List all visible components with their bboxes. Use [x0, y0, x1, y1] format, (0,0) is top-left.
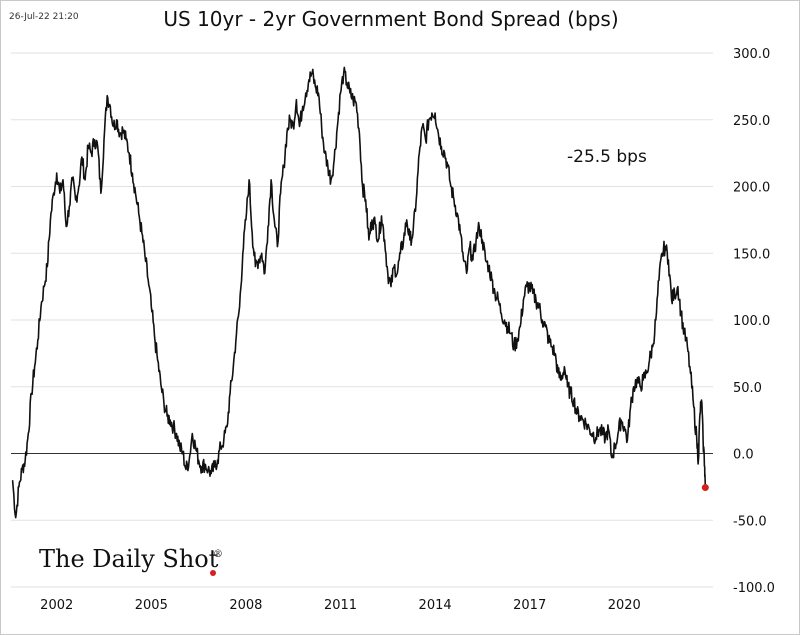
- y-tick-label: 200.0: [733, 181, 770, 196]
- x-tick-label: 2020: [608, 598, 641, 613]
- y-tick-label: 50.0: [733, 381, 762, 396]
- annotation-label: -25.5 bps: [567, 147, 647, 167]
- series-layer: [11, 66, 709, 519]
- x-tick-label: 2008: [229, 598, 262, 613]
- x-tick-label: 2005: [135, 598, 168, 613]
- y-tick-label: 300.0: [733, 47, 770, 62]
- y-tick-label: 250.0: [733, 114, 770, 129]
- chart-title: US 10yr - 2yr Government Bond Spread (bp…: [163, 7, 619, 31]
- timestamp: 26-Jul-22 21:20: [9, 12, 79, 22]
- x-axis-ticks: 2002 2005 2008 2011 2014 2017 2020: [40, 598, 641, 613]
- x-tick-label: 2014: [419, 598, 452, 613]
- y-axis-ticks: 300.0 250.0 200.0 150.0 100.0 50.0 0.0 -50.0 -10…: [733, 47, 775, 596]
- series-line: [11, 66, 707, 519]
- logo-text: The Daily Shot: [39, 545, 219, 573]
- y-tick-label: -50.0: [733, 514, 767, 529]
- y-tick-label: -100.0: [733, 581, 775, 596]
- x-tick-label: 2017: [513, 598, 546, 613]
- y-tick-label: 150.0: [733, 247, 770, 262]
- last-point-marker: [701, 484, 709, 492]
- x-tick-label: 2002: [40, 598, 73, 613]
- gridlines: [11, 52, 713, 588]
- logo-dot-icon: [210, 570, 216, 576]
- x-tick-label: 2011: [324, 598, 357, 613]
- y-tick-label: 0.0: [733, 448, 754, 463]
- daily-shot-logo: The Daily Shot ®: [39, 545, 223, 576]
- logo-registered-mark: ®: [213, 549, 223, 560]
- y-tick-label: 100.0: [733, 314, 770, 329]
